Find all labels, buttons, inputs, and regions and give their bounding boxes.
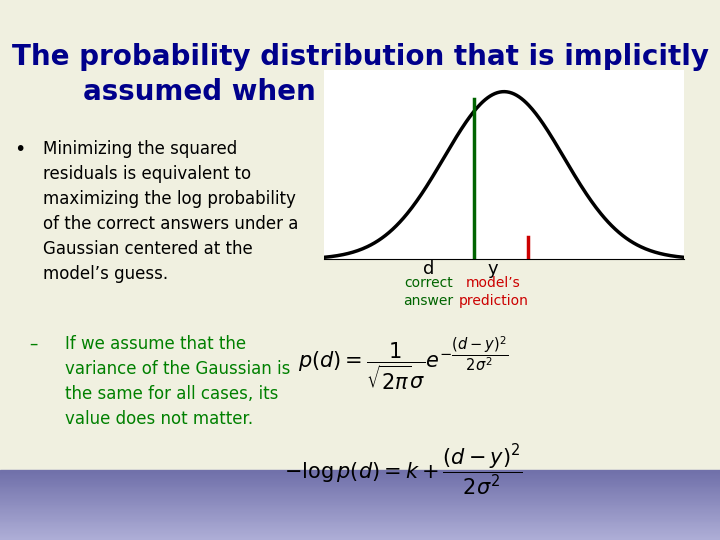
Bar — [0, 485, 720, 486]
Bar — [0, 499, 720, 500]
Bar — [0, 517, 720, 518]
Bar — [0, 533, 720, 534]
Bar — [0, 505, 720, 506]
Bar — [0, 511, 720, 512]
Bar — [0, 476, 720, 477]
Bar — [0, 521, 720, 523]
Bar — [0, 538, 720, 539]
Bar — [0, 527, 720, 528]
Bar — [0, 537, 720, 538]
Bar — [0, 496, 720, 497]
Bar — [0, 520, 720, 521]
Bar — [0, 525, 720, 526]
Text: Minimizing the squared
residuals is equivalent to
maximizing the log probability: Minimizing the squared residuals is equi… — [43, 140, 299, 284]
Bar — [0, 482, 720, 483]
Bar — [0, 475, 720, 476]
Bar — [0, 501, 720, 503]
Text: model’s
prediction: model’s prediction — [458, 276, 528, 308]
Bar — [0, 477, 720, 478]
Bar — [0, 535, 720, 537]
Bar — [0, 495, 720, 496]
Bar — [0, 486, 720, 487]
Bar — [0, 471, 720, 472]
Bar — [0, 487, 720, 489]
Bar — [0, 493, 720, 495]
Text: If we assume that the
variance of the Gaussian is
the same for all cases, its
va: If we assume that the variance of the Ga… — [65, 335, 290, 428]
Text: The probability distribution that is implicitly
assumed when using squared error: The probability distribution that is imp… — [12, 43, 708, 106]
Bar — [0, 518, 720, 519]
Bar — [0, 514, 720, 515]
Bar — [0, 519, 720, 520]
Text: d: d — [423, 260, 434, 278]
Bar — [0, 483, 720, 484]
Bar — [0, 470, 720, 471]
Bar — [0, 491, 720, 492]
Bar — [0, 472, 720, 473]
Bar — [0, 504, 720, 505]
Text: $p(d) = \dfrac{1}{\sqrt{2\pi}\sigma} e^{-\dfrac{(d-y)^2}{2\sigma^2}}$: $p(d) = \dfrac{1}{\sqrt{2\pi}\sigma} e^{… — [298, 335, 508, 392]
Bar — [0, 490, 720, 491]
Text: •: • — [14, 140, 26, 159]
Text: $-\log p(d) = k + \dfrac{(d - y)^2}{2\sigma^2}$: $-\log p(d) = k + \dfrac{(d - y)^2}{2\si… — [284, 443, 523, 498]
Bar — [0, 526, 720, 527]
Bar — [0, 506, 720, 507]
Bar — [0, 509, 720, 510]
Bar — [0, 497, 720, 498]
Bar — [0, 478, 720, 479]
Bar — [0, 481, 720, 482]
Bar — [0, 489, 720, 490]
Bar — [0, 532, 720, 533]
Bar — [0, 479, 720, 481]
Bar — [0, 512, 720, 513]
Bar — [0, 523, 720, 524]
Bar — [0, 524, 720, 525]
Bar — [0, 528, 720, 529]
Bar — [0, 503, 720, 504]
Text: –: – — [29, 335, 37, 353]
Bar — [0, 531, 720, 532]
Bar — [0, 539, 720, 540]
Bar — [0, 534, 720, 535]
Bar — [0, 510, 720, 511]
Bar — [0, 515, 720, 517]
Bar — [0, 507, 720, 509]
Bar — [0, 473, 720, 475]
Bar — [0, 513, 720, 514]
Bar — [0, 484, 720, 485]
Bar — [0, 529, 720, 531]
Bar — [0, 500, 720, 501]
Bar — [0, 498, 720, 499]
Text: correct
answer: correct answer — [403, 276, 454, 308]
Text: y: y — [488, 260, 498, 278]
Bar — [0, 0, 720, 475]
Bar — [0, 492, 720, 493]
